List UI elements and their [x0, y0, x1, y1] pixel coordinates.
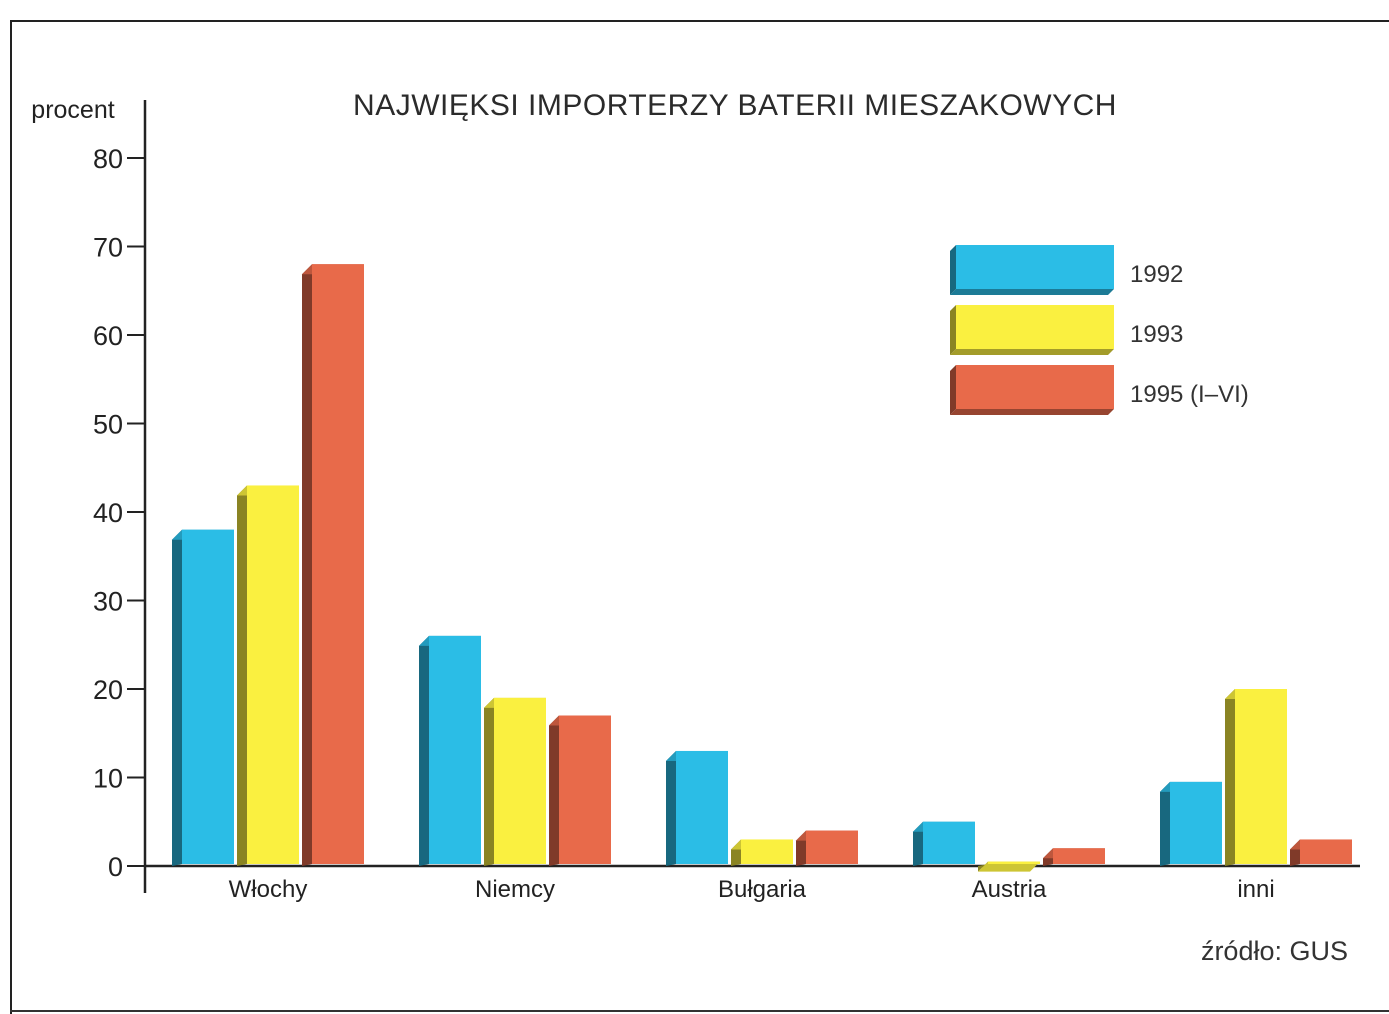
- bar-front: [806, 830, 858, 864]
- bar: [913, 821, 975, 866]
- legend-swatch: [956, 305, 1114, 349]
- bar-side: [484, 697, 494, 866]
- bar-front: [182, 529, 234, 864]
- y-tick-label: 40: [93, 498, 123, 528]
- axes: 0 10 20 30 40 50 60 70 80: [93, 100, 1360, 893]
- bar: [419, 635, 481, 866]
- y-tick-label: 30: [93, 587, 123, 617]
- bar-front: [494, 697, 546, 864]
- bar-front: [312, 264, 364, 864]
- bar-side: [549, 715, 559, 866]
- bar-front: [741, 839, 793, 864]
- legend-swatch-bottom: [950, 289, 1114, 295]
- bar-front: [559, 715, 611, 864]
- bottom-rule: [10, 1010, 1389, 1012]
- bar: [1225, 689, 1287, 866]
- y-tick-label: 60: [93, 321, 123, 351]
- bar: [302, 264, 364, 866]
- bar: [978, 861, 1040, 872]
- bar-front: [247, 485, 299, 864]
- source-note: źródło: GUS: [1201, 936, 1348, 966]
- legend-swatch-side: [950, 245, 956, 295]
- legend-label: 1992: [1130, 261, 1183, 288]
- bar: [1290, 839, 1352, 866]
- bar-side: [666, 750, 676, 866]
- y-tick-label: 80: [93, 144, 123, 174]
- bar-side: [302, 264, 312, 866]
- bar-top: [978, 861, 1040, 872]
- bar: [1160, 781, 1222, 866]
- legend: 1992 1993 1995 (I–VI): [950, 245, 1249, 415]
- bar: [731, 839, 793, 866]
- y-tick-label: 50: [93, 410, 123, 440]
- bar-side: [172, 529, 182, 866]
- y-tick-label: 20: [93, 675, 123, 705]
- bar: [1043, 848, 1105, 866]
- x-tick-label: Niemcy: [475, 876, 555, 903]
- legend-swatch-bottom: [950, 409, 1114, 415]
- bar-front: [676, 750, 728, 864]
- y-tick-label: 10: [93, 764, 123, 794]
- legend-swatch-side: [950, 305, 956, 355]
- x-tick-label: Bułgaria: [718, 876, 807, 903]
- legend-swatch-bottom: [950, 349, 1114, 355]
- bar-side: [913, 821, 923, 866]
- y-tick-label: 0: [108, 852, 123, 882]
- bar-front: [923, 821, 975, 864]
- legend-item: 1993: [950, 305, 1183, 355]
- bar: [666, 750, 728, 866]
- bar-side: [1225, 689, 1235, 866]
- chart-title: NAJWIĘKSI IMPORTERZY BATERII MIESZAKOWYC…: [353, 89, 1117, 122]
- legend-label: 1995 (I–VI): [1130, 381, 1249, 408]
- bar-side: [237, 485, 247, 866]
- legend-swatch-side: [950, 365, 956, 415]
- bar-front: [988, 861, 1040, 864]
- bar-front: [1053, 848, 1105, 864]
- chart-frame: [10, 20, 1389, 1014]
- bar-front: [1300, 839, 1352, 864]
- bar: [237, 485, 299, 866]
- legend-swatch: [956, 245, 1114, 289]
- bar: [796, 830, 858, 866]
- legend-item: 1995 (I–VI): [950, 365, 1249, 415]
- bars: Włochy Niemcy Bułgaria Austria inni: [172, 264, 1352, 903]
- y-axis-label: procent: [31, 96, 114, 124]
- bar-front: [429, 635, 481, 864]
- bar-front: [1235, 689, 1287, 864]
- x-tick-label: Austria: [972, 876, 1047, 903]
- bar: [484, 697, 546, 866]
- y-tick-label: 70: [93, 233, 123, 263]
- legend-item: 1992: [950, 245, 1183, 295]
- bar-side: [419, 635, 429, 866]
- bar-side: [1160, 781, 1170, 866]
- bar: [549, 715, 611, 866]
- bar: [172, 529, 234, 866]
- legend-swatch: [956, 365, 1114, 409]
- x-tick-label: inni: [1237, 876, 1274, 903]
- legend-label: 1993: [1130, 321, 1183, 348]
- bar-front: [1170, 781, 1222, 864]
- x-tick-label: Włochy: [229, 876, 308, 903]
